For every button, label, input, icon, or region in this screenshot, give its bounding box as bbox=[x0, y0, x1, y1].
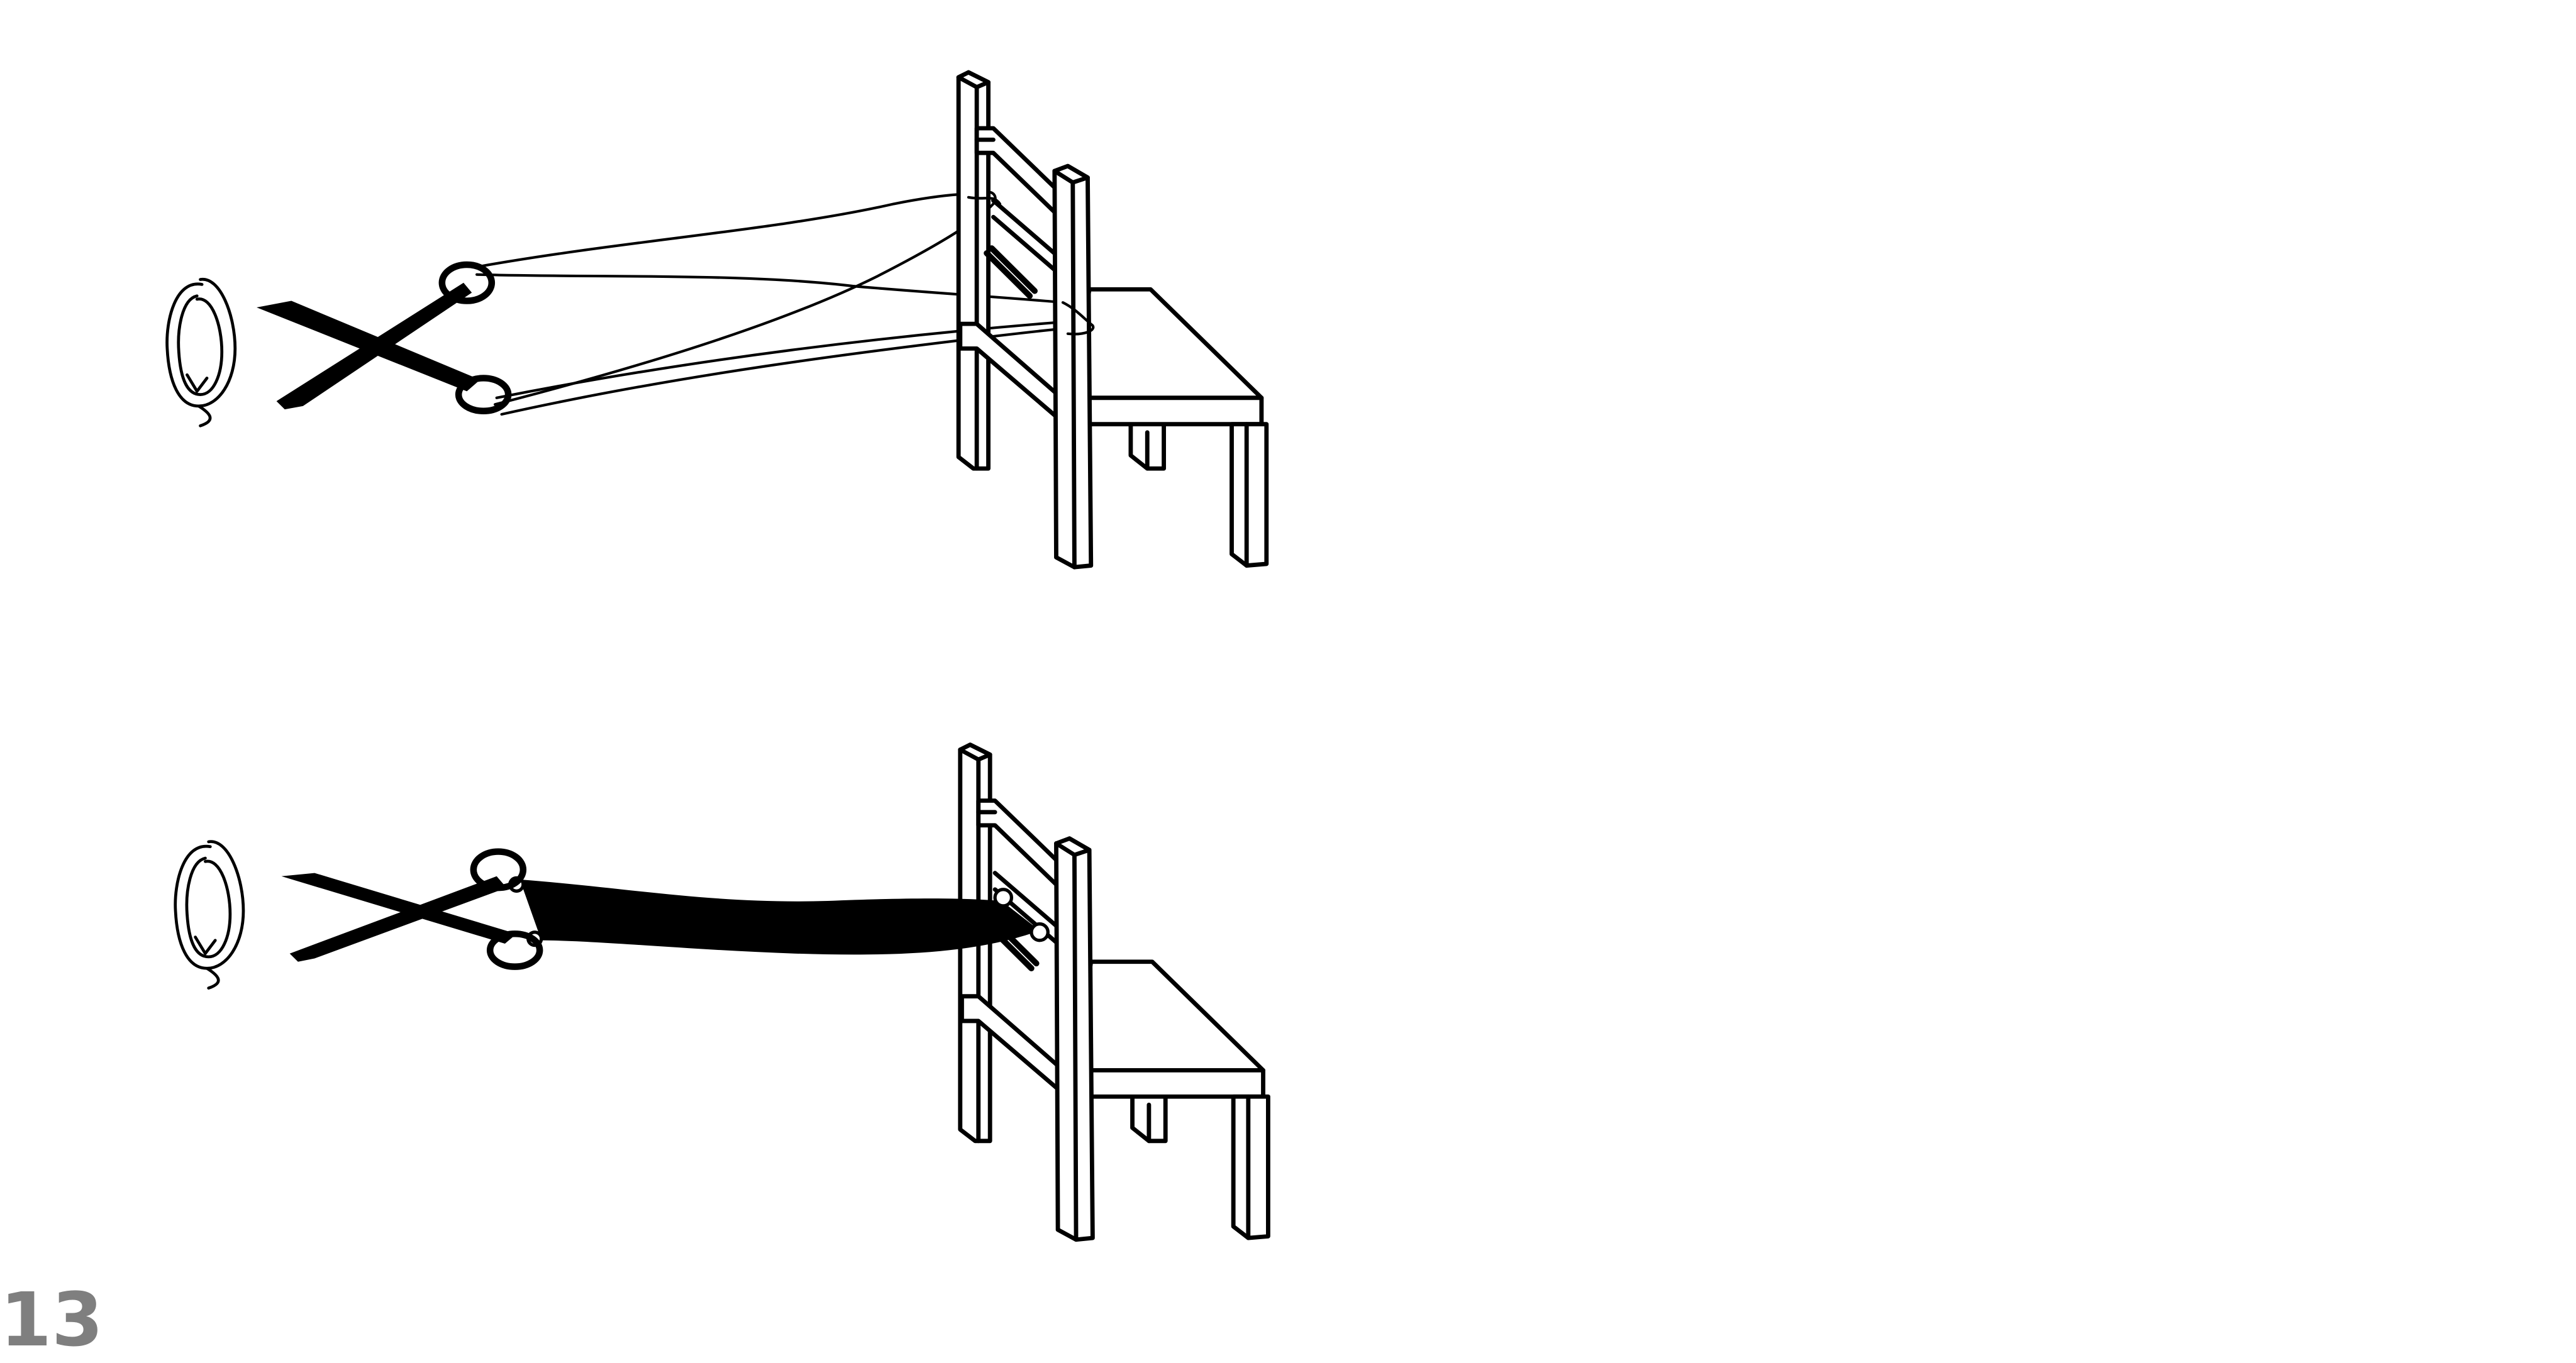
scissors-icon bbox=[257, 261, 512, 414]
scissors-icon-2 bbox=[281, 848, 543, 970]
chair-icon-2 bbox=[960, 745, 1269, 1240]
page-number: 13 bbox=[0, 1276, 104, 1363]
chair-icon bbox=[958, 72, 1267, 567]
step-2-illustration bbox=[175, 745, 1269, 1240]
rotate-arrow-icon bbox=[167, 279, 235, 426]
step-1-illustration bbox=[167, 72, 1267, 567]
rotate-arrow-icon-2 bbox=[175, 842, 243, 988]
